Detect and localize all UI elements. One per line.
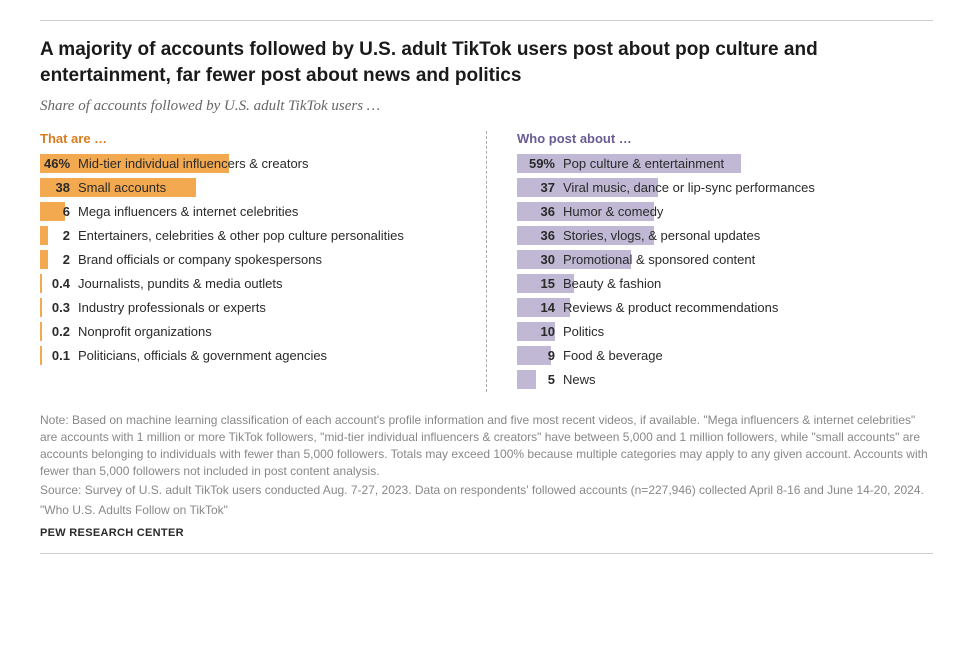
left-row-text: 0.1 Politicians, officials & government a… (40, 348, 327, 363)
right-value: 30 (521, 252, 555, 267)
left-row-text: 0.3 Industry professionals or experts (40, 300, 266, 315)
right-row: 5 News (517, 368, 933, 391)
left-row: 0.4 Journalists, pundits & media outlets (40, 272, 456, 295)
right-row-text: 37 Viral music, dance or lip-sync perform… (517, 180, 815, 195)
left-value: 2 (44, 252, 70, 267)
right-row-text: 9 Food & beverage (517, 348, 663, 363)
right-row-text: 10 Politics (517, 324, 604, 339)
chart-title: A majority of accounts followed by U.S. … (40, 37, 933, 88)
left-row: 0.2 Nonprofit organizations (40, 320, 456, 343)
right-value: 59% (521, 156, 555, 171)
right-chart: Who post about … 59% Pop culture & entert… (486, 131, 933, 392)
right-row-text: 30 Promotional & sponsored content (517, 252, 755, 267)
right-label: Promotional & sponsored content (563, 252, 755, 267)
left-label: Mid-tier individual influencers & creato… (78, 156, 308, 171)
left-value: 0.1 (44, 348, 70, 363)
left-label: Entertainers, celebrities & other pop cu… (78, 228, 404, 243)
left-label: Politicians, officials & government agen… (78, 348, 327, 363)
right-label: Reviews & product recommendations (563, 300, 778, 315)
right-label: Beauty & fashion (563, 276, 661, 291)
right-row: 36 Humor & comedy (517, 200, 933, 223)
right-row-text: 36 Stories, vlogs, & personal updates (517, 228, 760, 243)
left-label: Industry professionals or experts (78, 300, 266, 315)
left-row: 0.3 Industry professionals or experts (40, 296, 456, 319)
right-row-text: 59% Pop culture & entertainment (517, 156, 724, 171)
right-label: News (563, 372, 596, 387)
right-row: 36 Stories, vlogs, & personal updates (517, 224, 933, 247)
right-row: 10 Politics (517, 320, 933, 343)
left-row-text: 46% Mid-tier individual influencers & cre… (40, 156, 309, 171)
right-label: Stories, vlogs, & personal updates (563, 228, 760, 243)
right-value: 37 (521, 180, 555, 195)
right-row-text: 15 Beauty & fashion (517, 276, 661, 291)
right-row: 30 Promotional & sponsored content (517, 248, 933, 271)
right-label: Pop culture & entertainment (563, 156, 724, 171)
left-row-text: 0.4 Journalists, pundits & media outlets (40, 276, 283, 291)
right-value: 15 (521, 276, 555, 291)
chart-container: A majority of accounts followed by U.S. … (40, 20, 933, 554)
left-value: 38 (44, 180, 70, 195)
right-row: 59% Pop culture & entertainment (517, 152, 933, 175)
left-label: Nonprofit organizations (78, 324, 212, 339)
right-label: Humor & comedy (563, 204, 663, 219)
right-header: Who post about … (517, 131, 933, 146)
right-value: 10 (521, 324, 555, 339)
right-value: 5 (521, 372, 555, 387)
left-value: 0.4 (44, 276, 70, 291)
left-row-text: 2 Brand officials or company spokesperson… (40, 252, 322, 267)
left-value: 46% (44, 156, 70, 171)
right-value: 36 (521, 228, 555, 243)
charts-area: That are … 46% Mid-tier individual influe… (40, 131, 933, 392)
right-label: Food & beverage (563, 348, 663, 363)
left-label: Mega influencers & internet celebrities (78, 204, 298, 219)
left-label: Small accounts (78, 180, 166, 195)
left-row: 38 Small accounts (40, 176, 456, 199)
right-row: 9 Food & beverage (517, 344, 933, 367)
left-row: 0.1 Politicians, officials & government a… (40, 344, 456, 367)
left-row-text: 2 Entertainers, celebrities & other pop c… (40, 228, 404, 243)
left-chart: That are … 46% Mid-tier individual influe… (40, 131, 456, 392)
left-value: 0.2 (44, 324, 70, 339)
footnote-reference: "Who U.S. Adults Follow on TikTok" (40, 502, 933, 519)
left-label: Brand officials or company spokespersons (78, 252, 322, 267)
right-value: 9 (521, 348, 555, 363)
left-header: That are … (40, 131, 456, 146)
left-row-text: 38 Small accounts (40, 180, 166, 195)
left-row: 2 Entertainers, celebrities & other pop c… (40, 224, 456, 247)
footnote-source: Source: Survey of U.S. adult TikTok user… (40, 482, 933, 499)
right-label: Viral music, dance or lip-sync performan… (563, 180, 815, 195)
right-row-text: 5 News (517, 372, 596, 387)
right-row: 37 Viral music, dance or lip-sync perform… (517, 176, 933, 199)
footnote-methodology: Note: Based on machine learning classifi… (40, 412, 933, 479)
left-row-text: 6 Mega influencers & internet celebrities (40, 204, 298, 219)
left-row: 46% Mid-tier individual influencers & cre… (40, 152, 456, 175)
left-row: 6 Mega influencers & internet celebrities (40, 200, 456, 223)
right-row: 14 Reviews & product recommendations (517, 296, 933, 319)
right-value: 14 (521, 300, 555, 315)
left-label: Journalists, pundits & media outlets (78, 276, 283, 291)
right-row-text: 14 Reviews & product recommendations (517, 300, 778, 315)
left-value: 2 (44, 228, 70, 243)
right-value: 36 (521, 204, 555, 219)
right-label: Politics (563, 324, 604, 339)
left-row: 2 Brand officials or company spokesperson… (40, 248, 456, 271)
left-row-text: 0.2 Nonprofit organizations (40, 324, 212, 339)
left-value: 6 (44, 204, 70, 219)
chart-subtitle: Share of accounts followed by U.S. adult… (40, 98, 933, 115)
right-row: 15 Beauty & fashion (517, 272, 933, 295)
left-value: 0.3 (44, 300, 70, 315)
attribution: PEW RESEARCH CENTER (40, 527, 933, 539)
right-row-text: 36 Humor & comedy (517, 204, 663, 219)
